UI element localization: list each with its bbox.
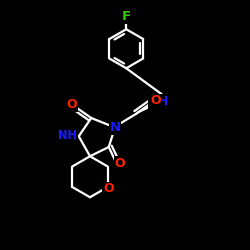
Text: O: O — [103, 182, 114, 196]
Text: O: O — [150, 94, 161, 108]
Text: NH: NH — [58, 129, 77, 142]
Text: F: F — [122, 10, 131, 23]
Text: O: O — [114, 157, 125, 170]
Text: O: O — [67, 98, 77, 112]
Text: NH: NH — [149, 95, 168, 108]
Text: N: N — [110, 121, 120, 134]
